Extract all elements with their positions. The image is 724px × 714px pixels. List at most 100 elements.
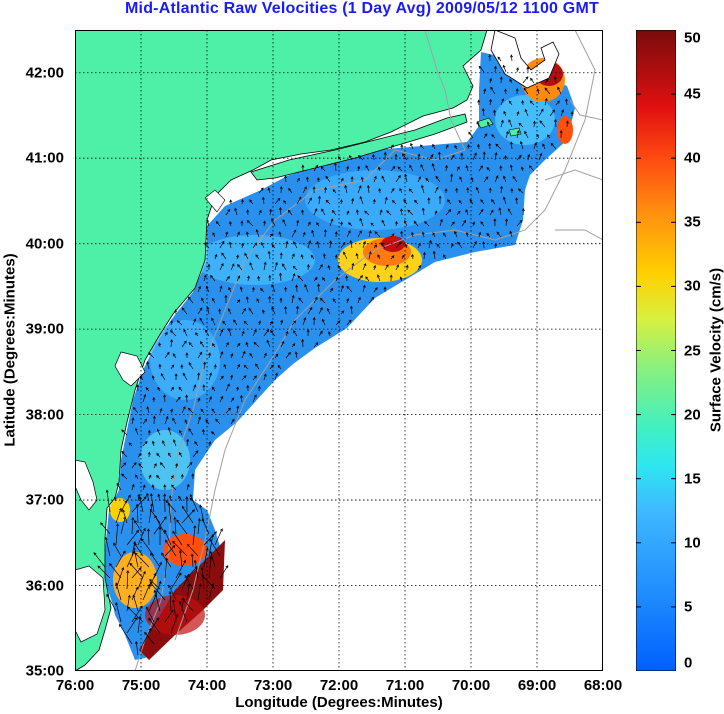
velocity-vector (459, 176, 463, 183)
velocity-vector (439, 218, 443, 227)
velocity-vector (202, 428, 206, 436)
velocity-vector (208, 396, 212, 403)
velocity-vector (234, 207, 238, 216)
velocity-vector (119, 623, 133, 645)
velocity-vector (263, 352, 267, 359)
velocity-vector (188, 362, 194, 370)
velocity-vector (126, 616, 138, 634)
colorbar-tick-label: 30 (684, 277, 701, 295)
velocity-vector (204, 242, 210, 249)
velocity-vector (187, 407, 194, 414)
velocity-vector (178, 549, 183, 568)
velocity-vector (170, 572, 182, 590)
velocity-vector (389, 274, 393, 282)
bathymetry-contour (174, 30, 596, 641)
velocity-vector (365, 165, 370, 172)
velocity-vector (185, 394, 189, 403)
velocity-vector (120, 516, 127, 535)
velocity-vector (104, 536, 111, 557)
velocity-vector (334, 162, 338, 172)
velocity-vector (126, 594, 131, 612)
velocity-vector (225, 341, 229, 348)
velocity-vector (182, 598, 194, 612)
velocity-vector (160, 372, 166, 381)
velocity-vector (179, 429, 183, 436)
velocity-vector (255, 229, 260, 238)
velocity-vector (258, 209, 262, 216)
velocity-vector (287, 209, 293, 216)
velocity-vector (480, 221, 485, 227)
velocity-vector (357, 165, 361, 172)
velocity-vector (181, 406, 186, 414)
x-tick-label: 69:00 (517, 677, 557, 694)
velocity-vector (458, 199, 463, 205)
velocity-vector (443, 254, 447, 260)
velocity-vector (386, 210, 392, 216)
velocity-vector (524, 108, 529, 117)
velocity-vector (225, 383, 230, 392)
velocity-vector (131, 567, 142, 579)
velocity-vector (340, 177, 344, 183)
velocity-vector (172, 530, 183, 546)
velocity-vector (450, 173, 454, 183)
velocity-vector (131, 516, 135, 535)
hf-radar-coverage (105, 52, 575, 660)
velocity-vector (225, 208, 231, 216)
cape-cod (490, 30, 560, 89)
velocity-vector (502, 175, 507, 183)
velocity-vector (161, 552, 172, 568)
velocity-vector (546, 134, 551, 139)
velocity-vector (134, 552, 150, 568)
velocity-vector (164, 529, 172, 546)
velocity-vector (359, 217, 364, 227)
velocity-vector (197, 351, 203, 359)
velocity-vector (175, 396, 181, 403)
velocity-vector (544, 87, 551, 95)
velocity-hotspot (113, 552, 157, 608)
velocity-vector (115, 507, 122, 524)
velocity-vector (219, 240, 225, 249)
velocity-vector (215, 418, 221, 425)
velocity-vector (322, 253, 326, 260)
velocity-vector (228, 286, 232, 293)
velocity-vector (241, 375, 247, 381)
velocity-vector (498, 207, 502, 216)
velocity-vector (178, 495, 183, 502)
velocity-vector (151, 484, 155, 491)
velocity-vector (404, 219, 408, 227)
velocity-vector (346, 210, 350, 216)
x-tick-label: 74:00 (187, 677, 227, 694)
y-tick-label: 41:00 (25, 149, 64, 167)
velocity-vector (253, 341, 260, 348)
velocity-vector (373, 175, 377, 183)
velocity-vector (291, 229, 297, 238)
velocity-vector (176, 320, 183, 326)
velocity-vector (201, 297, 205, 304)
velocity-vector (278, 231, 282, 238)
velocity-vector (159, 462, 166, 469)
colorbar-tick-label: 10 (684, 534, 701, 552)
velocity-vector (230, 353, 234, 359)
velocity-vector (505, 218, 509, 227)
velocity-vector (494, 175, 499, 183)
velocity-vector (334, 231, 338, 238)
velocity-vector (213, 364, 217, 370)
velocity-vector (357, 296, 361, 304)
velocity-vector (268, 295, 272, 304)
velocity-vector (499, 165, 503, 172)
velocity-vector (172, 540, 188, 557)
velocity-vector (457, 241, 463, 249)
velocity-vector (121, 473, 128, 480)
velocity-vector (349, 305, 353, 315)
velocity-vector (170, 408, 174, 414)
velocity-vector (478, 65, 485, 73)
velocity-vector (357, 185, 362, 194)
velocity-vector (472, 240, 477, 249)
velocity-vector (365, 276, 370, 282)
velocity-vector (317, 177, 321, 183)
velocity-vector (229, 221, 232, 227)
velocity-vector (236, 299, 241, 304)
velocity-vector (128, 442, 133, 447)
velocity-vector (121, 450, 128, 458)
velocity-vector (311, 229, 315, 238)
